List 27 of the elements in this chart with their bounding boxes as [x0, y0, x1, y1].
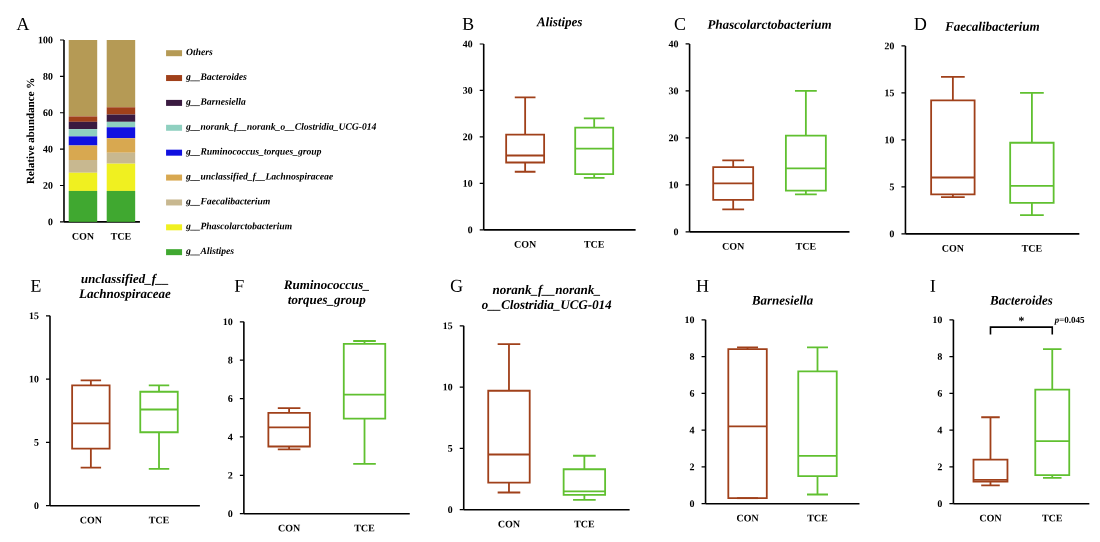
bar — [68, 129, 98, 137]
bar — [68, 160, 98, 173]
bar — [106, 152, 136, 164]
bar — [68, 191, 98, 223]
bar — [106, 121, 136, 128]
bar — [106, 191, 136, 223]
text: C — [674, 18, 685, 31]
text: G — [450, 279, 463, 293]
bar — [68, 40, 98, 117]
text: H — [696, 280, 709, 292]
text: I — [930, 280, 936, 292]
text: D — [914, 18, 927, 31]
bar — [68, 136, 98, 146]
text: E — [30, 280, 41, 292]
bar — [68, 121, 98, 130]
text: B — [462, 18, 474, 31]
text: A — [16, 18, 30, 31]
bar — [68, 145, 98, 161]
bar — [68, 172, 98, 192]
bar — [68, 116, 98, 122]
bar — [106, 114, 136, 122]
bar — [106, 163, 136, 192]
bar — [106, 107, 136, 115]
bar — [106, 40, 136, 108]
bar — [106, 138, 136, 153]
text: F — [234, 280, 244, 292]
bar — [106, 127, 136, 139]
